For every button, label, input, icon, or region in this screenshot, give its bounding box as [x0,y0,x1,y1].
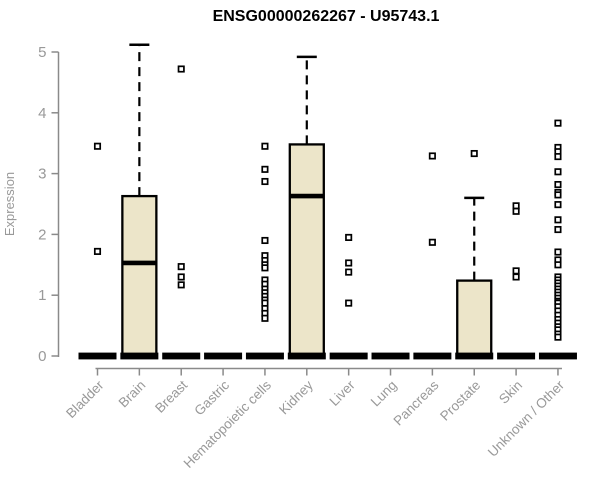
box-group-breast [162,65,201,360]
outlier-point [428,152,436,160]
outlier-point [554,153,562,161]
box-group-hematopoietic-cells [245,142,284,360]
outlier-point [261,264,269,272]
box-rect [288,143,325,358]
zero-bar [329,352,368,360]
y-tick-label: 4 [38,105,46,122]
outlier-point [554,248,562,256]
y-tick-label: 5 [38,44,46,61]
y-axis: 0 1 2 3 4 5 Expression [2,44,60,365]
outlier-point [428,238,436,246]
outlier-point [554,191,562,199]
outlier-point [554,225,562,234]
x-tick-label: Unknown / Other [485,377,568,460]
y-axis-title: Expression [2,172,17,236]
x-tick-label: Gastric [191,377,232,418]
outlier-point [93,247,102,255]
box-group-liver [329,233,368,360]
box-group-unknown-other [538,119,577,360]
outlier-point [261,142,269,150]
outlier-point [512,207,520,215]
outlier-point [554,261,562,269]
outlier-point [554,119,562,127]
y-tick-label: 1 [38,287,46,304]
box-group-lung [371,352,410,360]
box-rect [121,194,158,358]
outlier-point [554,201,562,209]
outlier-point [261,314,269,322]
zero-bar [497,352,536,360]
zero-bar [455,352,494,360]
x-tick-label: Skin [496,378,525,407]
box-group-pancreas [413,152,452,360]
outlier-point [261,177,269,186]
zero-bar [287,352,326,360]
outlier-point [177,273,185,281]
chart-title: ENSG00000262267 - U95743.1 [212,8,440,25]
outlier-point [554,180,562,189]
x-tick-label: Bladder [63,377,107,421]
zero-bar [371,352,410,360]
box-group-prostate [455,149,494,360]
outlier-point [177,281,185,289]
outlier-point [345,268,353,276]
x-tick-label: Breast [152,377,190,415]
box-group-kidney [287,55,326,360]
zero-bar [120,352,159,360]
zero-bar [162,352,201,360]
box-rect [456,279,493,358]
y-tick-label: 3 [38,166,46,183]
box-group-skin [497,202,536,360]
outlier-point [177,65,185,73]
x-tick-label: Kidney [276,377,316,417]
outlier-point [512,273,520,281]
y-tick-label: 2 [38,226,46,243]
zero-bar [204,352,243,360]
outlier-point [554,216,562,224]
zero-bar [538,352,577,360]
outlier-point [261,165,269,173]
zero-bar [413,352,452,360]
outlier-point [345,233,353,241]
outlier-point [470,149,478,158]
x-tick-label: Liver [326,377,358,409]
outlier-point [177,263,185,271]
outlier-point [512,202,520,210]
x-tick-label: Lung [368,378,400,410]
outlier-point [261,299,269,307]
box-group-bladder [78,142,117,360]
outlier-point [261,236,269,245]
outlier-point [93,142,102,150]
box-group-gastric [204,352,243,360]
outlier-point [512,267,520,275]
y-tick-label: 0 [38,348,46,365]
x-tick-label: Prostate [437,378,483,424]
zero-bar [78,352,117,360]
outlier-point [345,299,353,307]
zero-bar [245,352,284,360]
box-group-brain [120,43,159,360]
x-tick-label: Brain [116,378,149,411]
outlier-point [345,259,353,267]
x-tick-label: Pancreas [391,377,442,428]
outlier-point [554,333,562,341]
outlier-point [554,168,562,176]
